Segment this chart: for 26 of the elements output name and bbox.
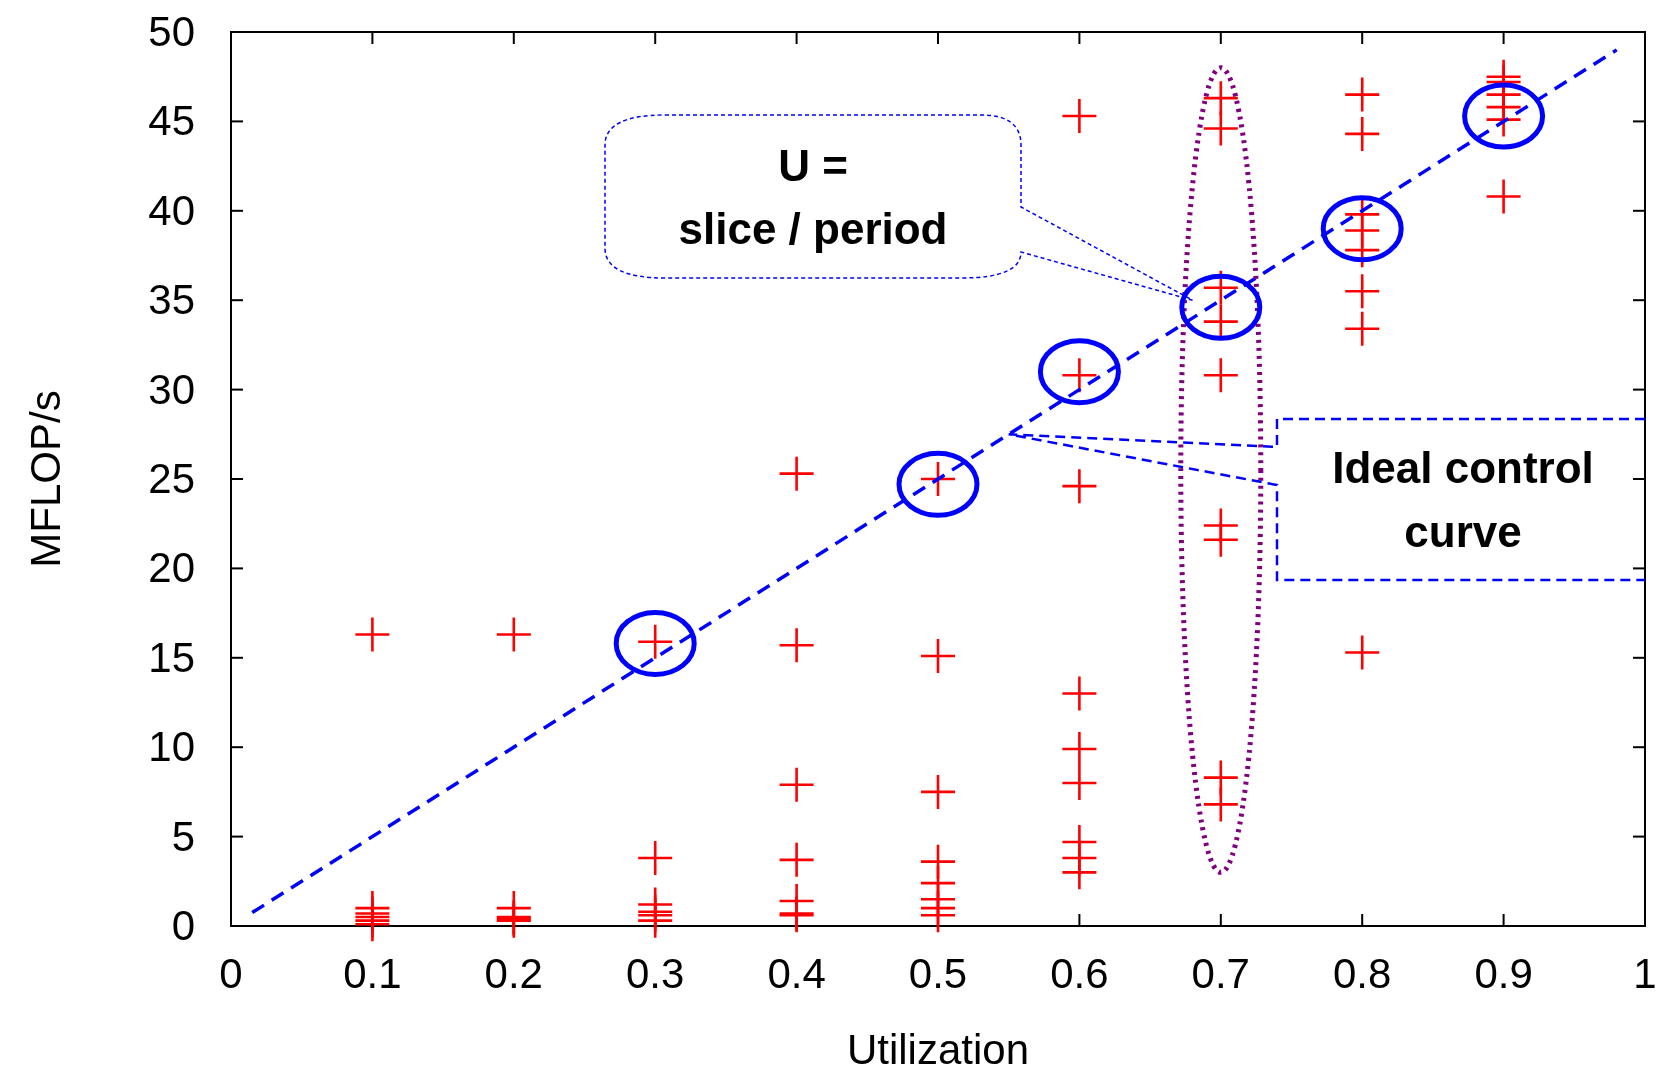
x-tick-label: 0.9 xyxy=(1474,950,1533,997)
x-tick-label: 1 xyxy=(1633,950,1657,997)
y-tick-label: 5 xyxy=(171,812,195,860)
y-tick-label: 45 xyxy=(148,97,195,145)
y-tick-label: 50 xyxy=(148,8,195,55)
y-tick-label: 15 xyxy=(148,633,195,681)
x-tick-label: 0.3 xyxy=(626,950,685,997)
x-tick-label: 0.2 xyxy=(484,950,543,997)
x-tick-label: 0.6 xyxy=(1050,950,1109,997)
y-axis-title: MFLOP/s xyxy=(22,390,69,568)
y-tick-label: 25 xyxy=(148,455,195,502)
x-tick-label: 0 xyxy=(219,950,243,997)
annotation: Ideal control curve xyxy=(1332,443,1594,556)
y-tick-label: 40 xyxy=(148,186,195,234)
y-tick-label: 0 xyxy=(171,902,195,949)
x-tick-label: 0.1 xyxy=(343,950,402,997)
x-tick-label: 0.5 xyxy=(908,950,968,997)
y-tick-label: 30 xyxy=(148,365,195,413)
x-tick-label: 0.4 xyxy=(767,950,826,997)
x-tick-label: 0.7 xyxy=(1191,950,1250,997)
x-axis-title: Utilization xyxy=(846,1026,1030,1073)
y-tick-label: 10 xyxy=(148,723,195,771)
y-tick-label: 20 xyxy=(148,544,195,592)
y-tick-label: 35 xyxy=(148,276,195,324)
annotation: U = slice / period xyxy=(678,141,948,253)
x-tick-label: 0.8 xyxy=(1333,950,1392,997)
